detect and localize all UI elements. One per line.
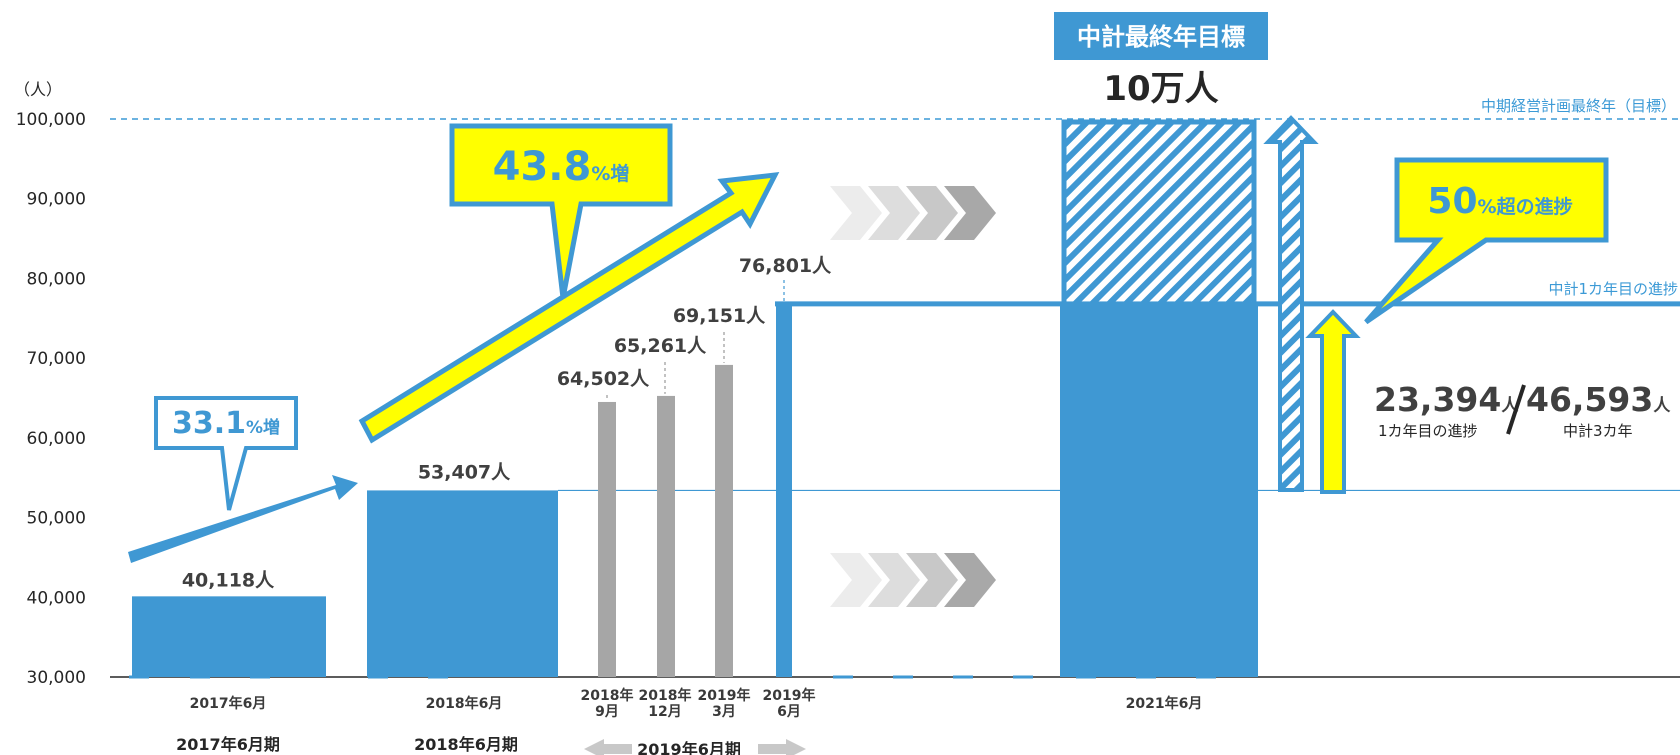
bar-2018-09 — [598, 401, 616, 677]
value-label: 64,502人 — [557, 368, 650, 390]
callout-value: 50 — [1427, 181, 1477, 222]
value-label: 53,407人 — [418, 461, 511, 483]
progress-slash — [1506, 384, 1526, 435]
value-label: 76,801人 — [739, 255, 832, 277]
growth-arrow-2 — [358, 171, 780, 444]
y-tick: 50,000 — [27, 509, 86, 529]
category-label: 2017年6月 — [190, 695, 267, 712]
progress-summary: 23,394人 1カ年目の進捗 46,593人 中計3カ年 — [1374, 380, 1671, 440]
category-label: 2018年6月 — [426, 695, 503, 712]
callout-value: 33.1 — [172, 406, 246, 441]
category-label: 2018年 — [581, 687, 634, 704]
target-hatched-segment — [1061, 119, 1257, 307]
progress-achieved-caption: 1カ年目の進捗 — [1378, 422, 1478, 440]
bar-2018-06 — [367, 490, 558, 677]
category-label: 2021年6月 — [1126, 695, 1203, 712]
progress-target-caption: 中計3カ年 — [1563, 422, 1633, 440]
growth-arrow-1 — [128, 475, 358, 563]
leader-lines — [606, 280, 785, 400]
y-tick: 30,000 — [27, 668, 86, 688]
chevron — [906, 186, 958, 240]
value-label: 40,118人 — [182, 569, 275, 591]
y-axis: 30,000 40,000 50,000 60,000 70,000 80,00… — [16, 110, 86, 688]
callout-box — [1364, 157, 1609, 325]
category-label: 2019年 — [763, 687, 816, 704]
y-tick: 80,000 — [27, 269, 86, 289]
chevron — [944, 553, 996, 607]
bar-2021-06 — [1060, 303, 1258, 677]
progress-achieved: 23,394人 — [1374, 380, 1519, 419]
reference-label-target: 中期経営計画最終年（目標） — [1481, 97, 1676, 115]
y-unit-label: （人） — [14, 80, 62, 99]
reference-label-progress: 中計1カ年目の進捗 — [1548, 280, 1678, 298]
chevron — [868, 553, 920, 607]
callout-value: 43.8 — [493, 144, 592, 190]
period-label: 2017年6月期 — [176, 735, 280, 754]
progress-target: 46,593人 — [1526, 380, 1671, 419]
category-label: 6月 — [777, 704, 801, 720]
target-title-box — [1054, 12, 1268, 60]
progress-yellow-arrow — [1305, 309, 1361, 494]
progress-target-value: 46,593 — [1526, 380, 1653, 419]
bar-2018-12 — [657, 395, 675, 677]
callout-text: 43.8%増 — [493, 144, 630, 190]
category-labels: 2017年6月 2018年6月 2018年 9月 2018年 12月 2019年… — [190, 687, 1203, 720]
value-labels: 40,118人 53,407人 64,502人 65,261人 69,151人 … — [182, 255, 832, 591]
category-label: 2019年 — [698, 687, 751, 704]
bar-2019-06 — [776, 303, 792, 677]
callout-43-8: 43.8%増 — [449, 123, 673, 299]
chevron — [906, 553, 958, 607]
callout-suffix: %超の進捗 — [1478, 195, 1573, 218]
chevron — [868, 186, 920, 240]
category-label: 3月 — [712, 704, 736, 720]
bar-2019-03 — [715, 364, 733, 677]
y-tick: 40,000 — [27, 588, 86, 608]
chevrons-top — [830, 186, 996, 240]
chevron — [944, 186, 996, 240]
value-label: 65,261人 — [614, 335, 707, 357]
chevron — [830, 553, 882, 607]
period-labels: 2017年6月期 2018年6月期 2019年6月期 — [176, 735, 806, 755]
callout-33-1: 33.1%増 — [154, 396, 298, 511]
category-label: 9月 — [595, 704, 619, 720]
target-hatched-arrow — [1263, 115, 1319, 492]
callout-text: 50%超の進捗 — [1427, 181, 1572, 222]
period-left-arrow — [584, 739, 632, 755]
y-tick: 60,000 — [27, 429, 86, 449]
y-tick: 70,000 — [27, 349, 86, 369]
y-tick: 90,000 — [27, 190, 86, 210]
y-tick: 100,000 — [16, 110, 86, 130]
period-label: 2018年6月期 — [414, 735, 518, 754]
progress-target-unit: 人 — [1653, 396, 1671, 416]
progress-achieved-value: 23,394 — [1374, 380, 1501, 419]
target-value: 10万人 — [1103, 69, 1218, 109]
value-label: 69,151人 — [673, 305, 766, 327]
callout-text: 33.1%増 — [172, 406, 280, 441]
callout-box — [449, 123, 673, 299]
callout-suffix: %増 — [591, 162, 629, 185]
period-label: 2019年6月期 — [637, 740, 741, 755]
callout-50: 50%超の進捗 — [1364, 157, 1609, 325]
chevron — [830, 186, 882, 240]
bars-group — [132, 303, 1258, 677]
chevrons-bottom — [830, 553, 996, 607]
callout-box — [154, 396, 298, 511]
target-title: 中計最終年目標 — [1077, 23, 1245, 51]
category-label: 12月 — [648, 704, 681, 720]
bar-2017-06 — [132, 596, 326, 677]
category-label: 2018年 — [639, 687, 692, 704]
period-right-arrow — [758, 739, 806, 755]
callout-suffix: %増 — [246, 417, 280, 438]
